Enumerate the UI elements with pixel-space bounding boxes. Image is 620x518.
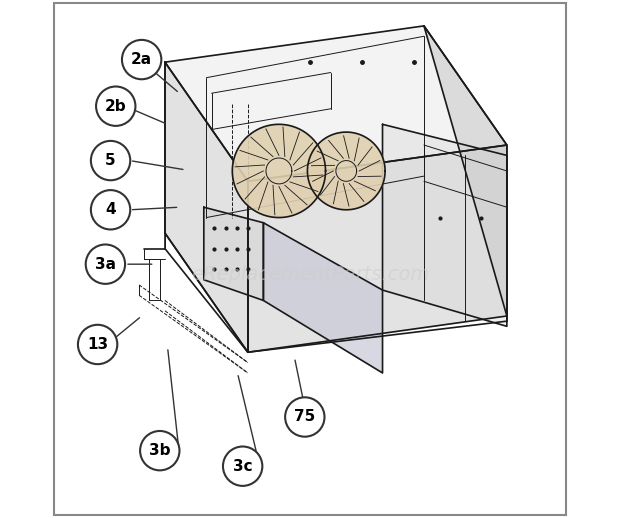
Circle shape [91,190,130,229]
Circle shape [285,397,324,437]
Polygon shape [383,124,507,326]
Polygon shape [204,207,264,300]
Text: 3b: 3b [149,443,170,458]
Polygon shape [264,223,383,373]
Polygon shape [424,26,507,316]
Circle shape [91,141,130,180]
Polygon shape [308,132,385,210]
Circle shape [96,87,135,126]
Text: 4: 4 [105,203,116,217]
Polygon shape [165,26,507,181]
Circle shape [223,447,262,486]
Polygon shape [165,62,248,352]
Circle shape [78,325,117,364]
Text: 3c: 3c [233,459,252,473]
Text: 5: 5 [105,153,116,168]
Text: 3a: 3a [95,257,116,271]
Text: 13: 13 [87,337,108,352]
Polygon shape [232,124,326,218]
Text: 2b: 2b [105,99,126,113]
Text: eReplacementParts.com: eReplacementParts.com [191,265,429,284]
Text: 2a: 2a [131,52,153,67]
Circle shape [122,40,161,79]
Circle shape [86,244,125,284]
Circle shape [140,431,179,470]
Text: 75: 75 [294,410,316,424]
Polygon shape [248,145,507,352]
